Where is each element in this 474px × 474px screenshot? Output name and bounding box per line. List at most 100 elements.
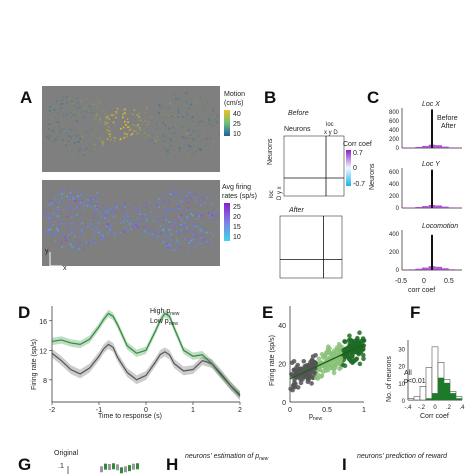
motion-dot [207,100,209,102]
rate-dot [186,230,189,233]
rate-dot [160,199,163,201]
motion-dot [185,92,188,95]
motion-dot [180,151,182,154]
motion-dot [139,112,141,115]
motion-dot [113,121,115,124]
motion-dot [195,151,197,153]
scatter-point [341,347,346,353]
motion-dot [127,126,130,129]
motion-dot [183,128,186,130]
rate-dot [47,213,50,215]
rate-dot [143,226,146,228]
motion-dot [189,97,191,100]
panel-I-letter: I [342,455,347,474]
motion-dot [202,103,204,106]
rate-dot [102,235,104,237]
motion-dot [178,112,180,114]
panel-D-xtick: 2 [238,407,242,414]
before-bar [435,266,442,270]
rate-dot [127,220,129,222]
rate-dot [218,228,220,230]
motion-dot [47,124,50,126]
motion-dot [63,128,65,130]
rate-dot [200,222,202,225]
motion-dot [137,132,140,135]
motion-dot [85,97,87,100]
scatter-point [337,343,343,349]
rate-dot [198,229,200,231]
motion-dot [83,108,86,110]
motion-dot [152,142,155,144]
rate-dot [107,223,109,226]
rate-dot [175,239,178,242]
scatter-point [320,369,326,375]
motion-dot [69,98,72,100]
rate-dot [70,205,72,208]
loc-side-label: loc [269,190,275,198]
rate-dot [137,208,139,211]
rate-dot [162,242,164,244]
motion-dot [174,98,177,100]
motion-dot [109,135,111,138]
motion-dot [54,138,56,141]
panel-D-xtick: 0 [144,407,148,414]
rate-dot [99,213,101,215]
motion-dot [49,105,52,108]
motion-dot [59,97,62,99]
rate-dot [187,249,190,252]
rate-dot [72,198,75,200]
rate-dot [81,230,84,233]
rate-dot [69,222,72,225]
rate-dot [54,220,56,223]
motion-dot [94,111,97,114]
motion-dot [93,143,96,146]
rate-dot [55,215,58,217]
motion-dot [87,131,89,134]
motion-dot [145,126,148,128]
motion-dot [52,109,54,112]
scatter-point [353,349,358,355]
before-bar [415,207,422,208]
before-bar [435,205,442,208]
motion-dot [193,99,195,101]
motion-dot [167,149,169,151]
scatter-point [329,351,335,356]
rate-dot [156,204,158,206]
motion-dot [186,113,189,115]
motion-dot [81,136,84,139]
rate-dot [163,241,165,243]
loc-top-label: loc [326,122,334,128]
rate-dot [152,227,155,230]
motion-dot [188,148,191,150]
rate-dot [168,223,170,226]
rate-dot [179,244,181,246]
after-bar [431,169,433,208]
rate-dot [116,201,119,204]
rate-dot [53,213,55,216]
motion-dot [55,100,58,103]
rate-dot [201,238,203,241]
panel-C-subtitle: Loc X [422,101,440,108]
corr-colorbar-title: Corr coef [343,141,372,148]
rate-dot [170,208,172,211]
motion-dot [126,118,129,120]
rate-dot [181,220,183,222]
rate-dot [191,246,194,249]
motion-dot [68,108,70,111]
rate-dot [172,191,174,194]
motion-dot [96,106,98,109]
motion-dot [167,116,169,118]
motion-dot [145,107,148,110]
rate-dot [153,220,155,222]
rate-dot [215,215,218,218]
motion-dot [104,116,107,119]
motion-dot [107,129,109,132]
scatter-point [346,356,352,361]
motion-dot [74,154,77,157]
rate-dot [160,232,162,234]
motion-dot [199,148,201,151]
rate-dot [122,207,124,210]
motion-dot [195,140,198,143]
rate-dot [47,218,50,220]
